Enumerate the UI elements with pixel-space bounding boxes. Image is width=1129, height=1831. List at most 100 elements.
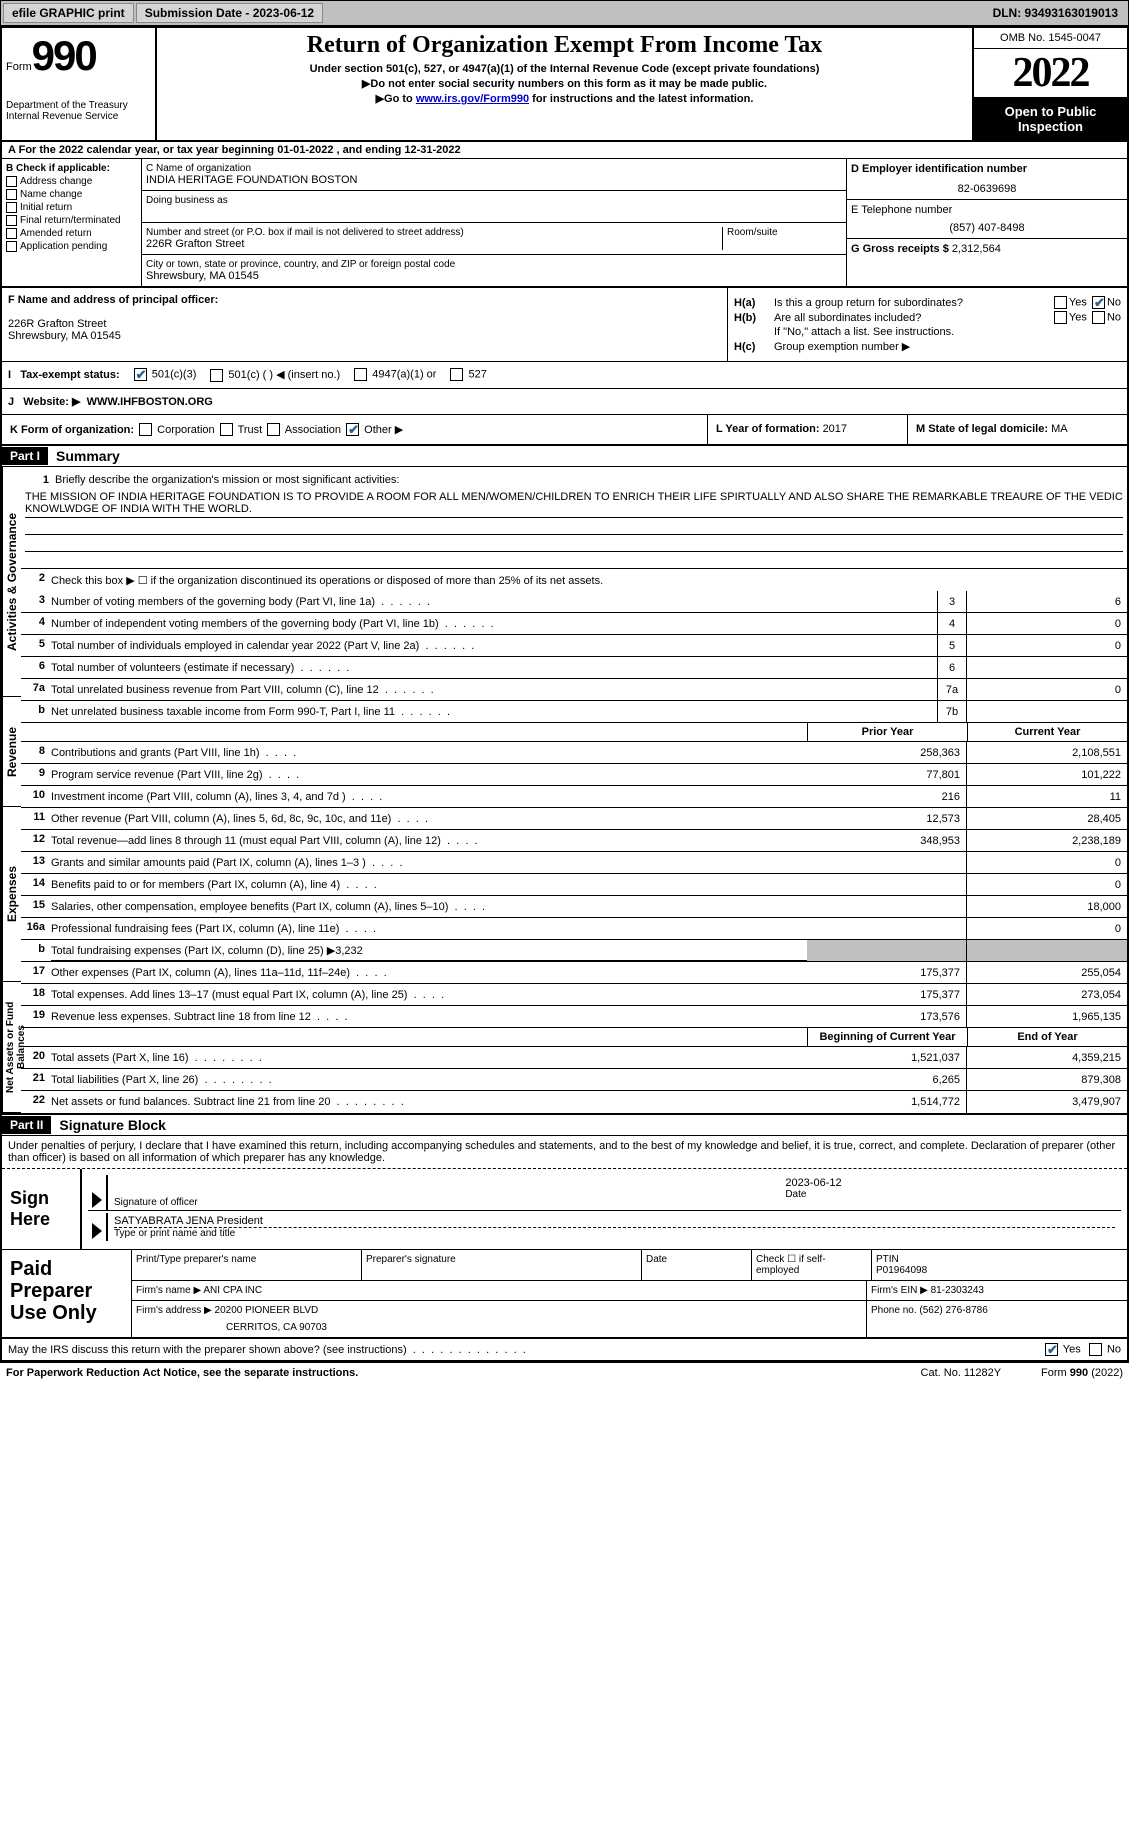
header-mid: Return of Organization Exempt From Incom… (157, 28, 972, 140)
rev-headers: Prior Year Current Year (21, 723, 1127, 742)
vert-exp: Expenses (2, 807, 21, 982)
summary-line-3: 3Number of voting members of the governi… (21, 591, 1127, 613)
irs-link[interactable]: www.irs.gov/Form990 (416, 93, 529, 105)
form-990-container: Form990 Department of the Treasury Inter… (0, 26, 1129, 1362)
prep-date-label: Date (642, 1250, 752, 1280)
section-l: L Year of formation: 2017 (707, 415, 907, 445)
instruct-2: ▶ Go to www.irs.gov/Form990 for instruct… (161, 92, 968, 105)
cb-final[interactable]: Final return/terminated (6, 215, 137, 226)
summary-line-6: 6Total number of volunteers (estimate if… (21, 657, 1127, 679)
cat-no: Cat. No. 11282Y (881, 1367, 1042, 1379)
cb-pending[interactable]: Application pending (6, 241, 137, 252)
summary-line-8: 8Contributions and grants (Part VIII, li… (21, 742, 1127, 764)
prior-year-header: Prior Year (807, 723, 967, 741)
declaration-text: Under penalties of perjury, I declare th… (2, 1136, 1127, 1169)
summary-line-15: 15Salaries, other compensation, employee… (21, 896, 1127, 918)
summary-line-13: 13Grants and similar amounts paid (Part … (21, 852, 1127, 874)
room-label: Room/suite (727, 227, 842, 238)
part1-tag: Part I (2, 447, 48, 465)
cb-amended[interactable]: Amended return (6, 228, 137, 239)
summary-line-b: bTotal fundraising expenses (Part IX, co… (21, 940, 1127, 962)
summary-line-4: 4Number of independent voting members of… (21, 613, 1127, 635)
discuss-row: May the IRS discuss this return with the… (2, 1339, 1127, 1360)
cb-assoc[interactable] (267, 423, 280, 436)
ein-box: D Employer identification number 82-0639… (847, 159, 1127, 200)
header-left: Form990 Department of the Treasury Inter… (2, 28, 157, 140)
phone-box: E Telephone number (857) 407-8498 (847, 200, 1127, 239)
summary-line-22: 22Net assets or fund balances. Subtract … (21, 1091, 1127, 1113)
dba-label: Doing business as (146, 195, 842, 206)
toolbar: efile GRAPHIC print Submission Date - 20… (0, 0, 1129, 26)
cb-501c[interactable] (210, 369, 223, 382)
arrow-icon (92, 1223, 102, 1239)
prep-check: Check ☐ if self-employed (752, 1250, 872, 1280)
form-header: Form990 Department of the Treasury Inter… (2, 28, 1127, 142)
cb-trust[interactable] (220, 423, 233, 436)
sections-bcd: B Check if applicable: Address change Na… (2, 159, 1127, 288)
summary-line-20: 20Total assets (Part X, line 16) . . . .… (21, 1047, 1127, 1069)
cb-501c3[interactable] (134, 368, 147, 381)
discuss-no-cb[interactable] (1089, 1343, 1102, 1356)
cb-addr-change[interactable]: Address change (6, 176, 137, 187)
cb-other[interactable] (346, 423, 359, 436)
section-i: I Tax-exempt status: 501(c)(3) 501(c) ( … (2, 362, 1127, 389)
efile-button[interactable]: efile GRAPHIC print (3, 3, 134, 23)
part2-title: Signature Block (51, 1115, 174, 1135)
vert-gov: Activities & Governance (2, 467, 21, 697)
cb-527[interactable] (450, 368, 463, 381)
b-label: B Check if applicable: (6, 163, 137, 174)
footer: For Paperwork Reduction Act Notice, see … (0, 1362, 1129, 1383)
submission-date: Submission Date - 2023-06-12 (136, 3, 323, 23)
cb-name-change[interactable]: Name change (6, 189, 137, 200)
form-number: 990 (32, 32, 96, 79)
summary-line-19: 19Revenue less expenses. Subtract line 1… (21, 1006, 1127, 1028)
ha-no-cb[interactable] (1092, 296, 1105, 309)
tax-year: 2022 (974, 49, 1127, 98)
gross-label: G Gross receipts $ (851, 243, 952, 255)
f-label: F Name and address of principal officer: (8, 294, 721, 306)
arrow-icon (92, 1192, 102, 1208)
section-k: K Form of organization: Corporation Trus… (2, 415, 707, 445)
sign-here-row: Sign Here Signature of officer 2023-06-1… (2, 1169, 1127, 1250)
prep-sig-label: Preparer's signature (362, 1250, 642, 1280)
summary-line-21: 21Total liabilities (Part X, line 26) . … (21, 1069, 1127, 1091)
paid-preparer-row: Paid Preparer Use Only Print/Type prepar… (2, 1250, 1127, 1339)
hc-label: H(c) (734, 341, 774, 353)
org-name-box: C Name of organization INDIA HERITAGE FO… (142, 159, 846, 191)
ptin-cell: PTINP01964098 (872, 1250, 1127, 1280)
ha-yes-cb[interactable] (1054, 296, 1067, 309)
summary-line-7a: 7aTotal unrelated business revenue from … (21, 679, 1127, 701)
street-label: Number and street (or P.O. box if mail i… (146, 227, 722, 238)
name-label: C Name of organization (146, 163, 842, 174)
current-year-header: Current Year (967, 723, 1127, 741)
sign-here-label: Sign Here (2, 1169, 82, 1249)
phone-value: (857) 407-8498 (851, 222, 1123, 234)
sig-name: SATYABRATA JENA President (114, 1215, 1115, 1228)
line2-text: Check this box ▶ ☐ if the organization d… (51, 571, 1127, 590)
discuss-yes-cb[interactable] (1045, 1343, 1058, 1356)
section-c: C Name of organization INDIA HERITAGE FO… (142, 159, 847, 286)
f-addr2: Shrewsbury, MA 01545 (8, 330, 721, 342)
section-h: H(a) Is this a group return for subordin… (727, 288, 1127, 361)
hb-text: Are all subordinates included? (774, 312, 1052, 324)
summary-line-b: bNet unrelated business taxable income f… (21, 701, 1127, 723)
section-m: M State of legal domicile: MA (907, 415, 1127, 445)
dept-treasury: Department of the Treasury Internal Reve… (6, 100, 151, 122)
cb-4947[interactable] (354, 368, 367, 381)
form-ref: Form 990 (2022) (1041, 1367, 1123, 1379)
city-value: Shrewsbury, MA 01545 (146, 270, 842, 282)
hb-yes-cb[interactable] (1054, 311, 1067, 324)
gross-value: 2,312,564 (952, 243, 1001, 255)
hb-no-cb[interactable] (1092, 311, 1105, 324)
cb-corp[interactable] (139, 423, 152, 436)
street-box: Number and street (or P.O. box if mail i… (142, 223, 846, 255)
street-value: 226R Grafton Street (146, 238, 722, 250)
part1-header: Part I Summary (2, 446, 1127, 467)
ha-text: Is this a group return for subordinates? (774, 297, 1052, 309)
dln: DLN: 93493163019013 (993, 6, 1126, 20)
sig-date-label: Date (785, 1189, 1115, 1200)
section-a: A For the 2022 calendar year, or tax yea… (2, 142, 1127, 159)
header-right: OMB No. 1545-0047 2022 Open to Public In… (972, 28, 1127, 140)
hb-note: If "No," attach a list. See instructions… (734, 326, 1121, 338)
cb-initial[interactable]: Initial return (6, 202, 137, 213)
